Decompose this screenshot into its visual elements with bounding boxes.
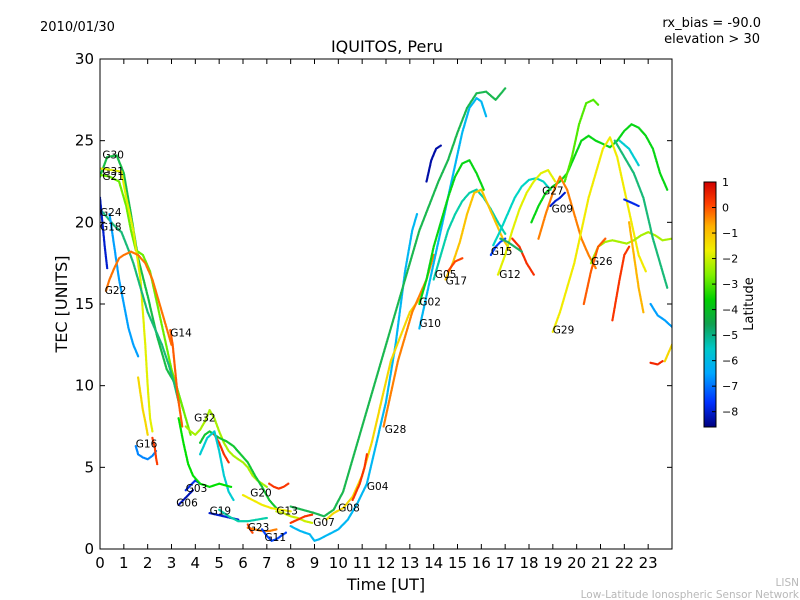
tec-sample-point — [504, 232, 507, 235]
tec-sample-point — [532, 273, 535, 276]
tec-sample-point — [563, 191, 566, 195]
tec-sample-point — [310, 513, 314, 516]
tec-sample-point — [415, 213, 419, 216]
satellite-track-g22 — [104, 250, 173, 346]
satellite-track-g16b — [151, 436, 159, 466]
tec-sample-point — [265, 516, 268, 520]
tec-sample-point — [265, 485, 268, 489]
tec-sample-point — [251, 531, 254, 534]
satellite-track-g16 — [134, 444, 158, 461]
satellite-track-g23b — [246, 523, 254, 534]
satellite-track-g06b — [177, 417, 233, 489]
satellite-track-g03b — [198, 430, 235, 502]
tec-sample-point — [232, 498, 235, 502]
tec-sample-point — [227, 461, 230, 464]
tec-sample-point — [520, 250, 523, 253]
tec-sample-point — [289, 510, 292, 513]
tec-sample-point — [461, 257, 464, 260]
tec-sample-point — [151, 430, 154, 433]
satellite-track-g14 — [169, 328, 184, 428]
elevation-label: elevation > 30 — [664, 32, 760, 47]
tec-sample-point — [275, 528, 278, 531]
satellite-track-g11 — [260, 528, 288, 542]
tec-sample-point — [642, 311, 645, 314]
satellite-track-g32b — [198, 430, 278, 510]
satellite-track-g20b — [268, 482, 290, 490]
satellite-track-g06 — [177, 489, 195, 507]
satellite-track-g20 — [241, 493, 292, 513]
satellite-track-g16c — [136, 376, 149, 436]
series-layer — [100, 87, 672, 542]
tec-sample-point — [484, 115, 488, 118]
tec-sample-point — [637, 204, 640, 208]
tec-sample-point — [666, 188, 669, 191]
tec-sample-point — [106, 266, 109, 270]
tec-sample-point — [136, 355, 140, 358]
tec-sample-point — [287, 482, 290, 485]
tec-sample-point — [146, 433, 149, 436]
tec-sample-point — [191, 489, 195, 492]
date-label: 2010/01/30 — [40, 20, 115, 35]
tec-sample-point — [365, 453, 369, 456]
tec-sample-point — [627, 245, 631, 248]
tec-sample-point — [604, 237, 607, 240]
satellite-track-g31 — [100, 167, 154, 433]
plot-area — [100, 59, 672, 549]
satellite-track-g32c — [213, 433, 230, 464]
tec-sample-point — [229, 485, 233, 489]
satellite-track-g19b — [218, 508, 268, 523]
chart-title: IQUITOS, Peru — [331, 37, 443, 56]
satellite-track-g18b — [108, 213, 140, 358]
tec-sample-point — [181, 425, 184, 428]
tec-sample-point — [439, 144, 442, 147]
tec-sample-point — [554, 180, 557, 183]
tec-sample-point — [644, 270, 647, 273]
rx-bias-label: rx_bias = -90.0 — [662, 16, 761, 31]
tec-sample-point — [504, 87, 507, 90]
tec-sample-point — [156, 462, 159, 466]
tec-sample-point — [189, 433, 192, 436]
tec-sample-point — [596, 103, 600, 106]
